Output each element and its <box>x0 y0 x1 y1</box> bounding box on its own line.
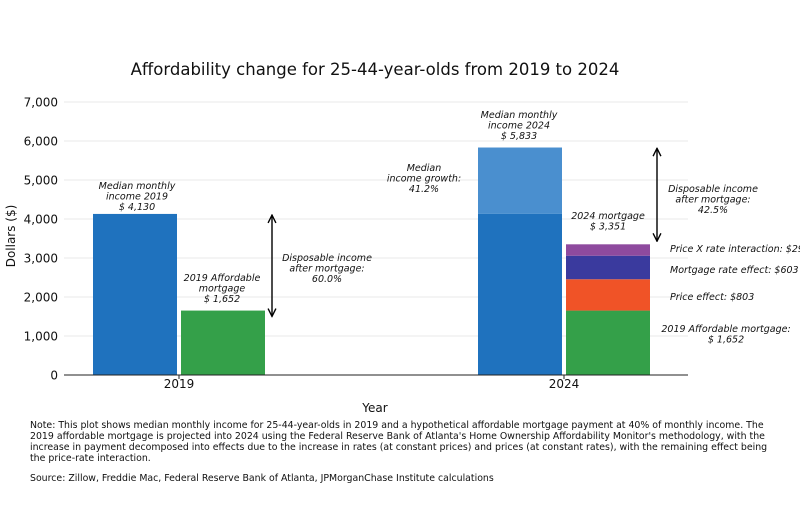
affordable-2024-label: 2019 Affordable mortgage: $ 1,652 <box>661 324 790 346</box>
mortgage-2024-label-line: 2024 mortgage <box>571 211 645 222</box>
interaction-label-line: Price X rate interaction: $293 <box>670 244 800 255</box>
income-growth-label: Median income growth: 41.2% <box>387 163 461 195</box>
rate-effect-label: Mortgage rate effect: $603 <box>670 265 799 276</box>
y-tick-label: 5,000 <box>24 174 58 188</box>
y-tick-label: 1,000 <box>24 330 58 344</box>
disposable-2024-label-line: after mortgage: <box>675 195 750 206</box>
income-2024-label-line: income 2024 <box>488 121 550 132</box>
bar-price-effect <box>566 279 650 311</box>
bar-income-2024-base <box>478 213 562 375</box>
disposable-2019-label: Disposable income after mortgage: 60.0% <box>282 253 372 285</box>
mortgage-2024-label-line: $ 3,351 <box>590 222 626 233</box>
rate-effect-label-line: Mortgage rate effect: $603 <box>670 265 799 276</box>
income-2024-label-line: $ 5,833 <box>501 131 537 142</box>
y-axis-label: Dollars ($) <box>4 205 18 268</box>
disposable-2019-label-line: 60.0% <box>312 274 342 285</box>
income-2019-label-line: $ 4,130 <box>119 202 155 213</box>
y-tick-label: 3,000 <box>24 252 58 266</box>
income-growth-label-line: Median <box>407 163 442 174</box>
bars <box>93 147 650 375</box>
income-growth-label-line: income growth: <box>387 174 461 185</box>
disposable-2024-label-line: Disposable income <box>668 184 758 195</box>
source-text: Source: Zillow, Freddie Mac, Federal Res… <box>30 473 494 484</box>
price-effect-label-line: Price effect: $803 <box>670 292 754 303</box>
income-2024-label: Median monthly income 2024 $ 5,833 <box>481 110 558 142</box>
bar-income-2019 <box>93 213 177 375</box>
y-tick-label: 2,000 <box>24 291 58 305</box>
affordability-chart: Affordability change for 25-44-year-olds… <box>4 60 800 415</box>
bar-rate-effect <box>566 255 650 280</box>
affordable-2024-label-line: 2019 Affordable mortgage: <box>661 324 790 335</box>
income-2019-label: Median monthly income 2019 $ 4,130 <box>99 181 176 213</box>
x-tick-label: 2024 <box>549 377 580 391</box>
income-2019-label-line: Median monthly <box>99 181 176 192</box>
y-tick-label: 7,000 <box>24 96 58 110</box>
note-text: Note: This plot shows median monthly inc… <box>30 420 768 464</box>
disposable-2019-label-line: after mortgage: <box>289 264 364 275</box>
bar-affordable-2024 <box>566 310 650 375</box>
y-tick-label: 0 <box>50 369 58 383</box>
mortgage-2024-label: 2024 mortgage $ 3,351 <box>571 211 645 233</box>
bar-income-growth <box>478 147 562 214</box>
disposable-2019-label-line: Disposable income <box>282 253 372 264</box>
disposable-2024-label: Disposable income after mortgage: 42.5% <box>668 184 758 216</box>
income-2019-label-line: income 2019 <box>106 192 168 203</box>
y-axis: 0 1,000 2,000 3,000 4,000 5,000 6,000 7,000 <box>24 96 58 383</box>
disposable-2024-label-line: 42.5% <box>698 205 728 216</box>
affordable-2024-label-line: $ 1,652 <box>708 335 744 346</box>
bar-mortgage-2019 <box>181 310 265 375</box>
income-growth-label-line: 41.2% <box>409 184 439 195</box>
price-effect-label: Price effect: $803 <box>670 292 754 303</box>
mortgage-2019-label-line: 2019 Affordable <box>184 273 261 284</box>
income-2024-label-line: Median monthly <box>481 110 558 121</box>
x-axis-label: Year <box>361 401 387 415</box>
x-tick-label: 2019 <box>164 377 195 391</box>
mortgage-2019-label-line: mortgage <box>199 284 246 295</box>
y-tick-label: 4,000 <box>24 213 58 227</box>
y-tick-label: 6,000 <box>24 135 58 149</box>
mortgage-2019-label: 2019 Affordable mortgage $ 1,652 <box>184 273 261 305</box>
footnote: Note: This plot shows median monthly inc… <box>30 420 775 484</box>
chart-title: Affordability change for 25-44-year-olds… <box>131 60 620 79</box>
bar-interaction-effect <box>566 244 650 256</box>
x-axis: 2019 2024 <box>64 374 688 391</box>
interaction-label: Price X rate interaction: $293 <box>670 244 800 255</box>
mortgage-2019-label-line: $ 1,652 <box>204 294 240 305</box>
